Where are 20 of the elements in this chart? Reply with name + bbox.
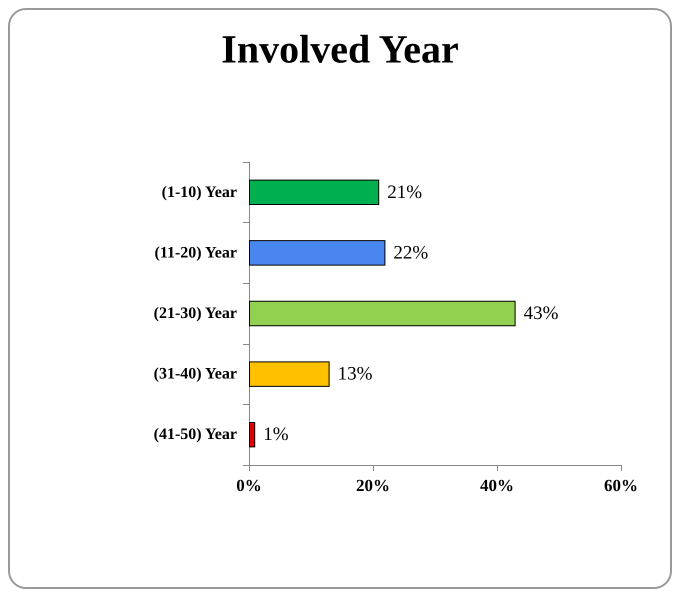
data-label: 43% xyxy=(524,303,559,324)
data-label: 21% xyxy=(387,182,422,203)
data-label: 22% xyxy=(393,242,428,264)
bar xyxy=(249,240,386,266)
y-tick-label: (1-10) Year xyxy=(162,184,237,201)
x-tick-label: 0% xyxy=(236,476,262,495)
chart-title: Involved Year xyxy=(221,26,459,72)
bar xyxy=(249,180,380,206)
y-tick-label: (11-20) Year xyxy=(154,244,237,262)
x-tick-label: 20% xyxy=(356,476,390,495)
bar xyxy=(249,422,256,448)
bar xyxy=(249,361,330,387)
y-tick-label: (41-50) Year xyxy=(154,426,237,444)
y-tick-label: (21-30) Year xyxy=(154,305,237,322)
x-tick-label: 40% xyxy=(480,476,514,495)
data-label: 1% xyxy=(263,424,289,446)
x-tick-label: 60% xyxy=(604,476,638,495)
data-label: 13% xyxy=(338,364,373,385)
bar xyxy=(249,300,516,326)
y-tick-label: (31-40) Year xyxy=(154,366,237,383)
